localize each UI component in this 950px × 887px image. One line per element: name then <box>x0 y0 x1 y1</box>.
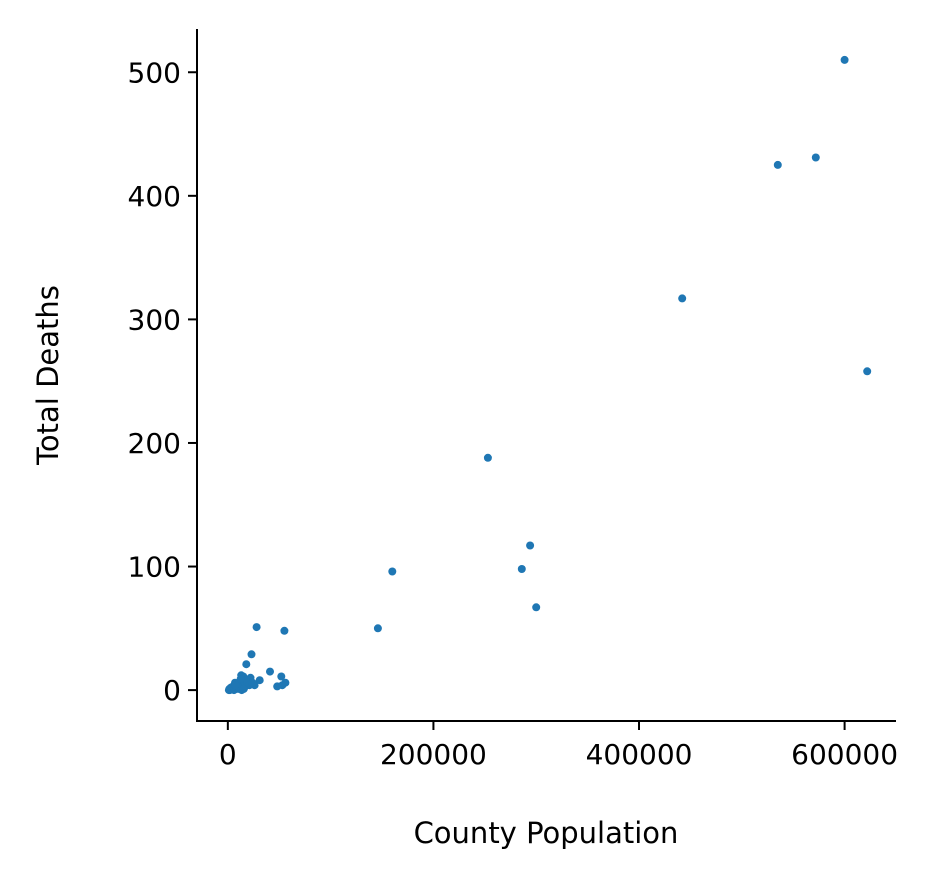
data-point <box>277 672 286 681</box>
data-point <box>255 676 264 685</box>
data-point <box>236 675 245 683</box>
y-axis-title: Total Deaths <box>31 285 65 466</box>
x-tick-label: 600000 <box>791 738 898 771</box>
data-point <box>773 160 782 169</box>
data-point <box>280 626 289 635</box>
y-tick-label: 0 <box>163 674 181 707</box>
data-point <box>483 453 492 462</box>
data-point <box>278 681 287 690</box>
data-point <box>840 55 849 64</box>
y-tick-label: 200 <box>128 427 181 460</box>
data-point <box>239 684 248 693</box>
y-tick-label: 500 <box>128 56 181 89</box>
data-point <box>811 153 820 162</box>
data-point <box>863 367 872 376</box>
data-point <box>248 678 257 687</box>
data-point <box>242 660 251 669</box>
y-axis-ticks: 0 100 200 300 400 500 <box>128 56 197 707</box>
data-point <box>678 294 687 303</box>
data-points <box>224 55 872 695</box>
data-point <box>532 603 541 612</box>
x-tick-label: 0 <box>219 738 237 771</box>
y-tick-label: 400 <box>128 180 181 213</box>
data-point <box>373 624 382 633</box>
data-point <box>231 681 240 690</box>
x-tick-label: 400000 <box>586 738 693 771</box>
data-point <box>247 650 256 659</box>
data-point <box>526 541 535 550</box>
data-point <box>266 667 274 676</box>
y-tick-label: 100 <box>128 551 181 584</box>
y-tick-label: 300 <box>128 303 181 336</box>
x-tick-label: 200000 <box>380 738 487 771</box>
data-point <box>252 623 261 632</box>
x-axis-title: County Population <box>414 816 679 850</box>
x-axis-ticks: 0 200000 400000 600000 <box>219 721 898 771</box>
data-point <box>517 565 526 573</box>
data-point <box>388 567 397 576</box>
